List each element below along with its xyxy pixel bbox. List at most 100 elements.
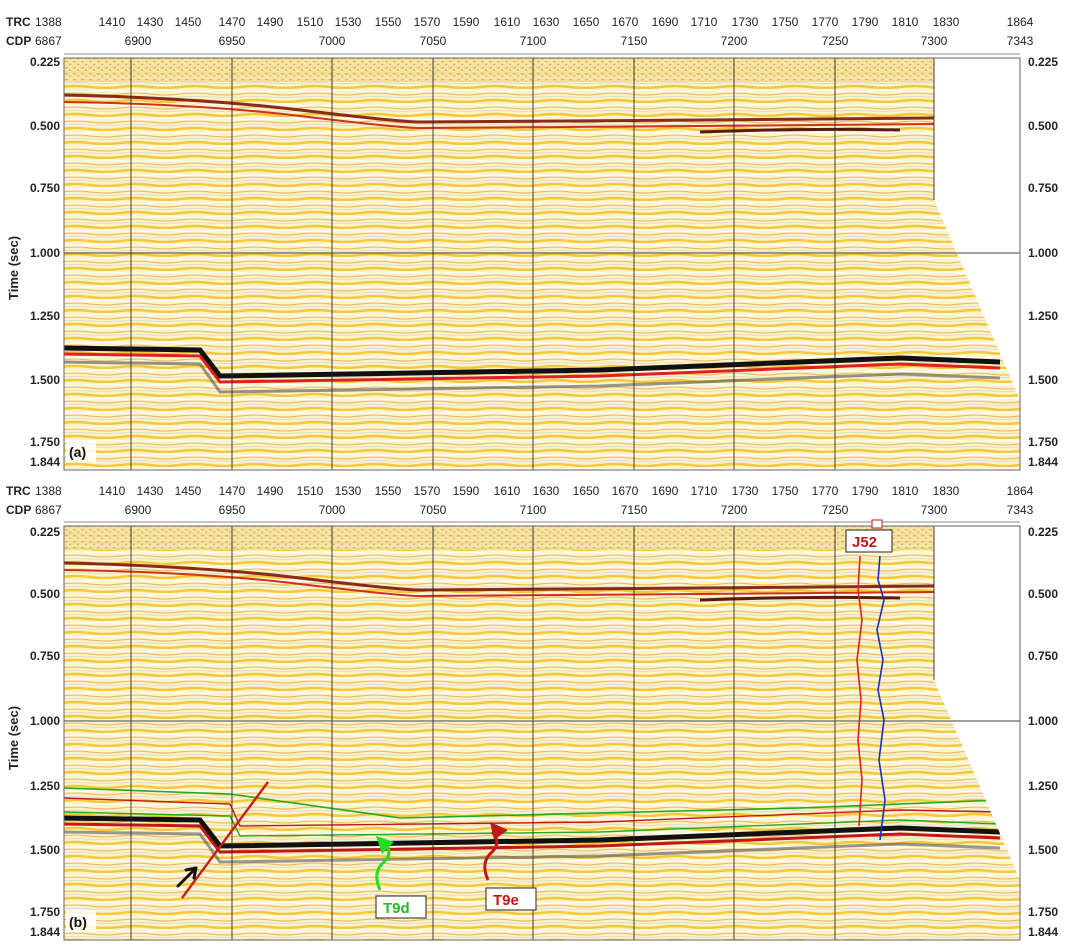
- time-axis-right-b: 0.225 0.500 0.750 1.000 1.250 1.500 1.750 1.844: [1028, 525, 1058, 939]
- fault-arrow-icon: [176, 866, 198, 888]
- panel-tag-b: (b): [69, 914, 87, 930]
- trc-label: TRC: [6, 15, 31, 29]
- cdp-tick-label: 7100: [520, 503, 547, 517]
- well-label-box: J52: [845, 529, 893, 553]
- time-tick-label: 0.225: [1028, 525, 1058, 539]
- time-tick-label: 1.000: [1028, 246, 1058, 260]
- t9d-label-box: T9d: [375, 895, 427, 919]
- time-tick-label: 0.500: [1028, 587, 1058, 601]
- time-tick-label: 1.750: [1028, 905, 1058, 919]
- horizon-label-t9d: T9d: [383, 900, 410, 917]
- cdp-tick-label: 7250: [822, 34, 849, 48]
- cdp-label: CDP: [6, 34, 31, 48]
- header-b: TRC CDP 1388 1410 1430 1450 1470 1490 1510 1530…: [6, 484, 1034, 523]
- time-tick-label: 0.750: [30, 649, 60, 663]
- trc-tick-label: 1510: [297, 15, 324, 29]
- cdp-tick-label: 7300: [921, 503, 948, 517]
- time-tick-label: 1.844: [30, 455, 60, 469]
- time-tick-label: 1.750: [1028, 435, 1058, 449]
- trc-tick-label: 1650: [573, 15, 600, 29]
- trc-tick-label: 1730: [732, 484, 759, 498]
- horizon-t9d-line: [64, 787, 1001, 819]
- cdp-tick-label: 6900: [125, 34, 152, 48]
- trc-tick-label: 1710: [691, 15, 718, 29]
- cdp-tick-label: 7050: [420, 34, 447, 48]
- trc-tick-label: 1710: [691, 484, 718, 498]
- cdp-tick-label: 7150: [621, 503, 648, 517]
- trc-tick-row-b: 1388 1410 1430 1450 1470 1490 1510 1530 1550 1570…: [35, 484, 1034, 498]
- cdp-tick-label: 7200: [721, 503, 748, 517]
- trc-tick-label: 1590: [453, 15, 480, 29]
- cdp-tick-row-b: 6867 6900 6950 7000 7050 7100 7150 7200 7250 7300…: [35, 503, 1034, 517]
- time-axis-left-a: 0.225 0.500 0.750 1.000 1.250 1.500 1.750 1.844: [30, 55, 60, 469]
- cdp-tick-label: 7050: [420, 503, 447, 517]
- well-log-blue: [876, 555, 886, 841]
- cdp-tick-label: 7250: [822, 503, 849, 517]
- time-axis-left-b: 0.225 0.500 0.750 1.000 1.250 1.500 1.750 1.844: [30, 525, 60, 939]
- trc-tick-label: 1770: [812, 484, 839, 498]
- trc-tick-label: 1810: [892, 15, 919, 29]
- cdp-tick-label: 7343: [1007, 34, 1034, 48]
- time-tick-label: 1.750: [30, 905, 60, 919]
- time-tick-label: 0.500: [1028, 119, 1058, 133]
- time-tick-label: 1.250: [1028, 779, 1058, 793]
- trc-tick-label: 1430: [137, 484, 164, 498]
- time-tick-label: 0.500: [30, 119, 60, 133]
- trc-tick-label: 1670: [612, 484, 639, 498]
- time-tick-label: 1.500: [1028, 373, 1058, 387]
- time-tick-label: 1.750: [30, 435, 60, 449]
- trc-tick-label: 1470: [219, 484, 246, 498]
- trc-tick-label: 1750: [772, 15, 799, 29]
- time-tick-label: 1.844: [1028, 925, 1058, 939]
- time-tick-label: 1.250: [30, 779, 60, 793]
- trc-tick-label: 1570: [414, 484, 441, 498]
- trc-tick-label: 1430: [137, 15, 164, 29]
- time-tick-label: 0.225: [30, 55, 60, 69]
- y-axis-label-b: Time (sec): [6, 706, 21, 770]
- trc-tick-label: 1530: [335, 15, 362, 29]
- trc-tick-label: 1670: [612, 15, 639, 29]
- t9e-label-box: T9e: [485, 887, 537, 911]
- trc-tick-label: 1450: [175, 15, 202, 29]
- time-tick-label: 1.000: [30, 714, 60, 728]
- cdp-tick-label: 7343: [1007, 503, 1034, 517]
- cdp-tick-label: 6950: [219, 34, 246, 48]
- time-tick-label: 1.000: [1028, 714, 1058, 728]
- trc-tick-row: 1388 1410 1430 1450 1470 1490 1510 1530 1550 1570…: [35, 15, 1034, 29]
- y-axis-label-a: Time (sec): [6, 236, 21, 300]
- panel-tag-a: (a): [69, 444, 86, 460]
- trc-tick-label: 1550: [375, 484, 402, 498]
- time-tick-label: 0.750: [1028, 181, 1058, 195]
- trc-tick-label: 1510: [297, 484, 324, 498]
- trc-label-b: TRC: [6, 484, 31, 498]
- cdp-tick-label: 7000: [319, 34, 346, 48]
- header-a: TRC CDP 1388 1410 1430 1450 1470 1490 1510 1530…: [6, 15, 1034, 55]
- trc-tick-label: 1610: [494, 484, 521, 498]
- trc-tick-label: 1790: [852, 15, 879, 29]
- trc-tick-label: 1490: [257, 484, 284, 498]
- trc-tick-label: 1410: [99, 484, 126, 498]
- trc-tick-label: 1630: [533, 15, 560, 29]
- trc-tick-label: 1410: [99, 15, 126, 29]
- trc-tick-label: 1810: [892, 484, 919, 498]
- trc-tick-label: 1690: [652, 15, 679, 29]
- trc-tick-label: 1750: [772, 484, 799, 498]
- time-tick-label: 0.750: [30, 181, 60, 195]
- trc-tick-label: 1610: [494, 15, 521, 29]
- trc-tick-label: 1590: [453, 484, 480, 498]
- trc-tick-label: 1690: [652, 484, 679, 498]
- cdp-tick-label: 6900: [125, 503, 152, 517]
- trc-tick-label: 1550: [375, 15, 402, 29]
- horizon-label-t9e: T9e: [493, 892, 519, 909]
- trc-tick-label: 1570: [414, 15, 441, 29]
- trc-tick-label: 1790: [852, 484, 879, 498]
- cdp-tick-label: 7000: [319, 503, 346, 517]
- trc-tick-label: 1470: [219, 15, 246, 29]
- time-tick-label: 1.250: [1028, 309, 1058, 323]
- trc-tick-label: 1530: [335, 484, 362, 498]
- cdp-tick-label: 7100: [520, 34, 547, 48]
- well-log-red: [856, 555, 863, 827]
- time-tick-label: 1.250: [30, 309, 60, 323]
- trc-tick-label: 1490: [257, 15, 284, 29]
